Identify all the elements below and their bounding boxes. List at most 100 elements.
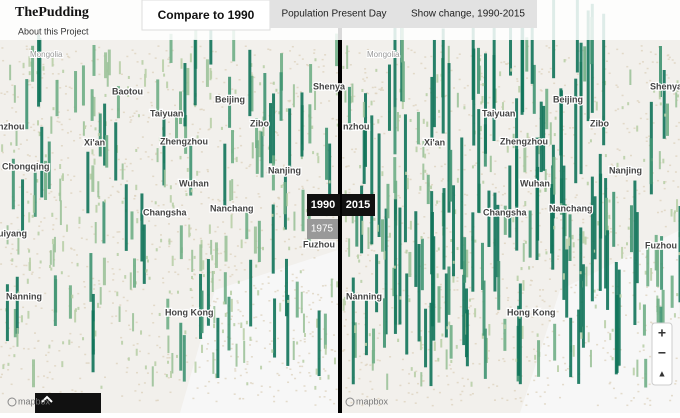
texture — [162, 282, 164, 284]
texture — [379, 360, 381, 362]
texture — [540, 241, 542, 243]
texture — [346, 288, 348, 290]
texture — [630, 257, 632, 259]
texture — [607, 332, 609, 334]
texture — [234, 265, 236, 267]
texture — [79, 378, 81, 380]
texture — [125, 310, 127, 312]
slider-year[interactable]: 1975 — [311, 224, 334, 235]
zoom-out[interactable]: − — [658, 345, 666, 361]
texture — [507, 300, 509, 302]
spike — [318, 310, 321, 376]
spike — [588, 332, 590, 342]
texture — [33, 130, 35, 132]
texture — [195, 229, 197, 231]
spike — [573, 242, 575, 247]
spike — [488, 324, 490, 335]
texture — [233, 191, 235, 193]
texture — [168, 121, 170, 123]
tab[interactable]: Compare to 1990 — [158, 8, 255, 22]
texture — [225, 69, 227, 71]
texture — [431, 184, 433, 186]
texture — [596, 344, 598, 346]
texture — [427, 397, 429, 399]
texture — [465, 213, 467, 215]
texture — [279, 216, 281, 218]
texture — [170, 241, 172, 243]
spike — [98, 203, 100, 206]
texture — [391, 288, 393, 290]
texture — [424, 68, 426, 70]
spike — [377, 225, 379, 232]
attribution[interactable]: mapbox — [18, 396, 51, 406]
spike — [98, 133, 100, 136]
compass[interactable]: ▲ — [658, 368, 667, 378]
texture — [410, 50, 412, 52]
texture — [504, 361, 506, 363]
texture — [306, 316, 308, 318]
texture — [268, 300, 270, 302]
tab[interactable]: Show change, 1990-2015 — [411, 9, 525, 20]
texture — [609, 383, 611, 385]
texture — [111, 323, 113, 325]
texture — [134, 195, 136, 197]
texture — [84, 354, 86, 356]
spike — [288, 247, 290, 251]
texture — [230, 356, 232, 358]
texture — [318, 188, 320, 190]
texture — [107, 261, 109, 263]
city-label: Nanchang — [549, 203, 593, 213]
spike — [447, 266, 450, 314]
texture — [530, 193, 532, 195]
texture — [490, 134, 492, 136]
texture — [82, 209, 84, 211]
texture — [139, 400, 141, 402]
texture — [543, 301, 545, 303]
spike — [258, 221, 261, 262]
about-link[interactable]: About this Project — [18, 26, 89, 36]
zoom-in[interactable]: + — [658, 325, 666, 341]
texture — [58, 350, 60, 352]
texture — [490, 263, 492, 265]
spike — [550, 122, 552, 144]
tab[interactable]: Population Present Day — [281, 9, 386, 20]
texture — [129, 329, 131, 331]
texture — [98, 112, 100, 114]
texture — [277, 338, 279, 340]
texture — [299, 366, 301, 368]
texture — [26, 46, 28, 48]
spike — [300, 92, 303, 156]
attribution[interactable]: mapbox — [356, 396, 389, 406]
texture — [469, 231, 471, 233]
texture — [73, 249, 75, 251]
texture — [328, 100, 330, 102]
spike — [309, 64, 312, 93]
texture — [425, 303, 427, 305]
texture — [261, 230, 263, 232]
texture — [71, 262, 73, 264]
texture — [495, 297, 497, 299]
logo[interactable]: ThePudding — [15, 5, 89, 20]
spike — [223, 144, 226, 211]
texture — [617, 86, 619, 88]
texture — [5, 247, 7, 249]
texture — [547, 384, 549, 386]
spike — [599, 174, 602, 239]
texture — [28, 379, 30, 381]
texture — [470, 305, 472, 307]
spike — [10, 142, 12, 145]
spike — [95, 205, 97, 213]
texture — [622, 53, 624, 55]
spike — [105, 135, 108, 167]
spike — [91, 149, 93, 154]
spike — [397, 112, 399, 131]
texture — [114, 291, 116, 293]
texture — [199, 46, 201, 48]
spike — [135, 185, 137, 190]
texture — [410, 179, 412, 181]
texture — [188, 218, 190, 220]
spike — [508, 165, 511, 237]
texture — [562, 357, 564, 359]
spike — [191, 250, 193, 272]
spike — [676, 199, 678, 212]
